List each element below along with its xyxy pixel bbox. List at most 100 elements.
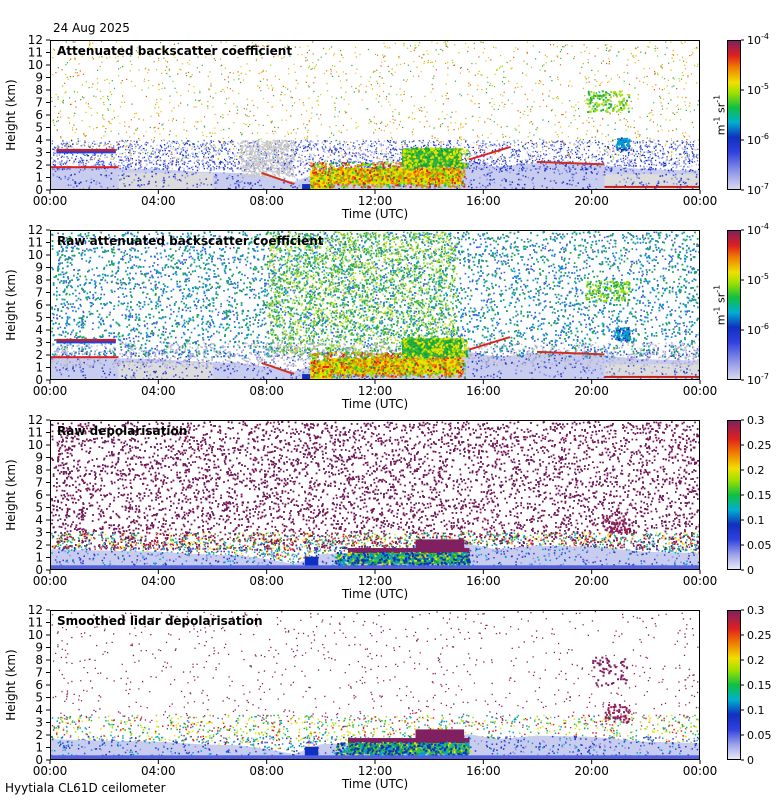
heatmap-plot: [50, 230, 700, 380]
panel-title: Raw depolarisation: [57, 424, 188, 438]
y-tick-label: 2: [35, 538, 43, 552]
x-axis-label: Time (UTC): [341, 587, 409, 601]
panel-title: Smoothed lidar depolarisation: [57, 614, 263, 628]
y-tick-label: 9: [35, 451, 43, 465]
x-tick-label: 16:00: [466, 764, 501, 778]
x-tick-label: 12:00: [358, 764, 393, 778]
y-tick-label: 0: [35, 373, 43, 387]
colorbar-label: m-1 sr-1: [712, 94, 728, 136]
x-tick-label: 08:00: [249, 574, 284, 588]
y-tick-label: 1: [35, 551, 43, 565]
y-tick-label: 7: [35, 286, 43, 300]
y-tick-label: 1: [35, 171, 43, 185]
colorbar-tick-label: 10-6: [747, 322, 769, 337]
colorbar-tick-label: 10-4: [747, 222, 769, 237]
y-tick-label: 4: [35, 323, 43, 337]
y-axis-label: Height (km): [4, 459, 18, 531]
x-tick-label: 08:00: [249, 384, 284, 398]
heatmap-plot: [50, 420, 700, 570]
x-tick-label: 04:00: [141, 764, 176, 778]
y-tick-label: 6: [35, 298, 43, 312]
colorbar-tick-label: 0.1: [747, 514, 765, 527]
y-axis-label: Height (km): [4, 79, 18, 151]
panel-title: Attenuated backscatter coefficient: [57, 44, 293, 58]
colorbar-tick-label: 0: [747, 754, 754, 767]
colorbar-label: m-1 sr-1: [712, 284, 728, 326]
colorbar-tick-label: 0.2: [747, 464, 765, 477]
x-tick-label: 16:00: [466, 194, 501, 208]
y-tick-label: 11: [28, 616, 43, 630]
x-tick-label: 20:00: [574, 574, 609, 588]
y-tick-label: 6: [35, 108, 43, 122]
heatmap-plot: [50, 40, 700, 190]
x-tick-label: 00:00: [683, 384, 718, 398]
y-tick-label: 10: [28, 628, 43, 642]
y-axis-label: Height (km): [4, 649, 18, 721]
y-tick-label: 10: [28, 58, 43, 72]
y-tick-label: 4: [35, 133, 43, 147]
y-tick-label: 0: [35, 563, 43, 577]
y-tick-label: 2: [35, 348, 43, 362]
x-tick-label: 00:00: [683, 574, 718, 588]
site-label: Hyytiala CL61D ceilometer: [5, 781, 166, 795]
y-tick-label: 12: [28, 413, 43, 427]
x-tick-label: 04:00: [141, 574, 176, 588]
y-tick-label: 7: [35, 96, 43, 110]
y-tick-label: 1: [35, 361, 43, 375]
y-tick-label: 8: [35, 83, 43, 97]
x-tick-label: 00:00: [683, 194, 718, 208]
colorbar-tick-label: 10-6: [747, 132, 769, 147]
y-tick-label: 10: [28, 248, 43, 262]
colorbar-tick-label: 0.1: [747, 704, 765, 717]
x-tick-label: 00:00: [33, 574, 68, 588]
y-tick-label: 6: [35, 678, 43, 692]
y-tick-label: 8: [35, 273, 43, 287]
panel-raw-depolarisation: Raw depolarisation 0 1 2 3 4 5 6 7 8 9 10 11 12 00:00…: [0, 413, 780, 610]
y-tick-label: 7: [35, 666, 43, 680]
x-tick-label: 08:00: [249, 194, 284, 208]
x-tick-label: 00:00: [33, 764, 68, 778]
colorbar-tick-label: 0.25: [747, 629, 772, 642]
y-tick-label: 1: [35, 741, 43, 755]
colorbar-tick-label: 0.3: [747, 604, 765, 617]
y-tick-label: 2: [35, 158, 43, 172]
y-tick-label: 11: [28, 426, 43, 440]
x-tick-label: 04:00: [141, 384, 176, 398]
y-tick-label: 12: [28, 33, 43, 47]
heatmap-field: [51, 421, 699, 569]
colorbar-tick-label: 0.3: [747, 414, 765, 427]
colorbar-tick-label: 0.25: [747, 439, 772, 452]
y-tick-label: 3: [35, 526, 43, 540]
x-tick-label: 20:00: [574, 764, 609, 778]
date-label: 24 Aug 2025: [53, 21, 130, 35]
y-tick-label: 0: [35, 753, 43, 767]
x-tick-label: 00:00: [33, 194, 68, 208]
colorbar-tick-label: 10-5: [747, 82, 769, 97]
y-tick-label: 5: [35, 691, 43, 705]
colorbar-tick-label: 10-4: [747, 32, 769, 47]
y-tick-label: 9: [35, 71, 43, 85]
colorbar-tick-label: 10-5: [747, 272, 769, 287]
y-tick-label: 3: [35, 146, 43, 160]
colorbar: [727, 230, 741, 380]
panel-title: Raw attenuated backscatter coefficient: [57, 234, 324, 248]
heatmap-field: [51, 611, 699, 759]
heatmap-field: [51, 41, 699, 189]
y-tick-label: 8: [35, 653, 43, 667]
x-axis-label: Time (UTC): [341, 777, 409, 791]
y-tick-label: 2: [35, 728, 43, 742]
y-tick-label: 10: [28, 438, 43, 452]
y-tick-label: 9: [35, 261, 43, 275]
colorbar-tick-label: 10-7: [747, 182, 769, 197]
y-tick-label: 9: [35, 641, 43, 655]
y-tick-label: 11: [28, 46, 43, 60]
colorbar-tick-label: 0.15: [747, 489, 772, 502]
heatmap-plot: [50, 610, 700, 760]
x-tick-label: 12:00: [358, 574, 393, 588]
